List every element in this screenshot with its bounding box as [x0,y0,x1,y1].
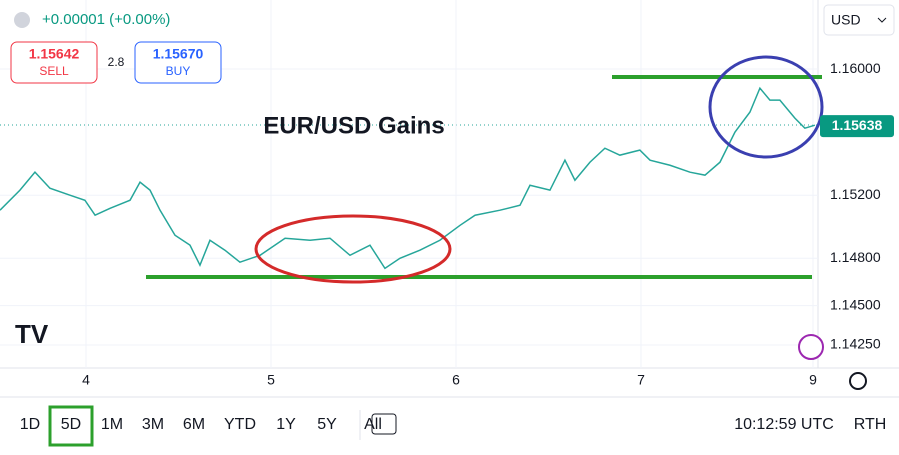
range-button[interactable]: 5D [61,416,81,433]
currency-select[interactable] [823,4,895,36]
range-button[interactable]: 1Y [276,416,296,433]
x-tick-label: 9 [809,372,817,388]
change: +0.00001 (+0.00%) [42,11,170,28]
lightning-icon[interactable] [798,334,824,360]
range-button[interactable]: 3M [142,416,164,433]
sell-label: SELL [39,64,69,78]
range-button[interactable]: All [364,416,382,433]
y-tick-label: 1.14500 [830,296,881,312]
session[interactable]: RTH [854,416,887,433]
x-tick-label: 7 [637,372,645,388]
price-line [0,86,816,270]
range-button[interactable]: 1D [20,416,40,433]
y-tick-label: 1.14800 [830,249,881,265]
dropdown-arrow [877,17,887,23]
clock: 10:12:59 UTC [734,416,834,433]
last-price-tag [820,115,894,138]
active-range [48,405,94,447]
spread: 2.8 [108,55,125,69]
x-tick-label: 4 [82,372,90,388]
range-highlight [254,214,452,284]
last-price-label: 1.15638 [832,117,883,133]
y-tick-label: 1.14250 [830,336,881,352]
date-range-icon[interactable] [371,413,397,435]
sell-price: 1.15642 [29,46,80,62]
y-tick-label: 1.15200 [830,186,881,202]
range-button[interactable]: 6M [183,416,205,433]
high-highlight [708,55,824,159]
chart-title: EUR/USD Gains [263,112,444,139]
buy-price: 1.15670 [153,46,204,62]
range-button[interactable]: YTD [224,416,256,433]
x-tick-label: 5 [267,372,275,388]
x-tick-label: 6 [452,372,460,388]
logo: TV [15,319,49,349]
range-button[interactable]: 1M [101,416,123,433]
y-tick-label: 1.16000 [830,60,881,76]
buy-label: BUY [166,64,191,78]
sell-button[interactable] [10,41,98,84]
buy-button[interactable] [134,41,222,84]
collapse-button[interactable] [14,12,30,28]
plot [0,0,818,368]
currency: USD [831,12,861,28]
settings-icon[interactable] [849,372,867,390]
range-button[interactable]: 5Y [317,416,337,433]
